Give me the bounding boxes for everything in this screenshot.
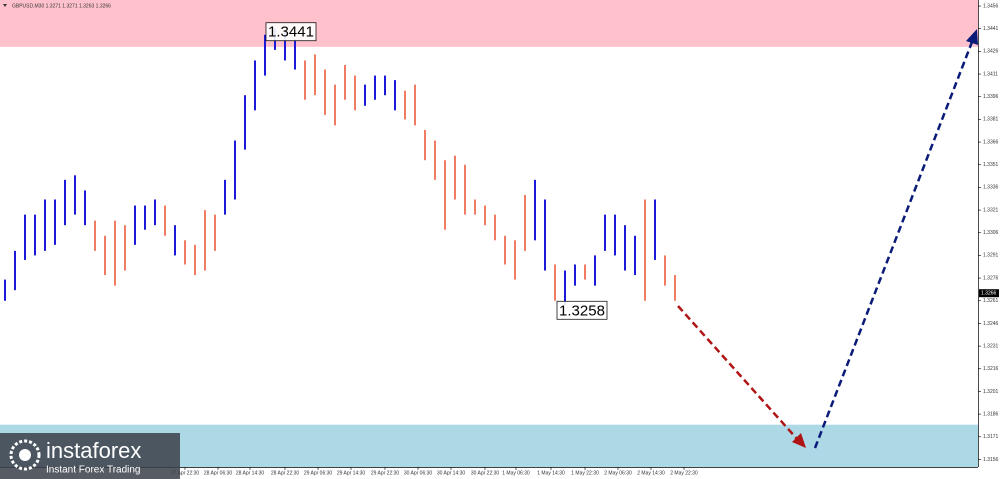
- y-tick-label: 1.3351: [983, 162, 999, 168]
- target-zone: [0, 0, 978, 47]
- y-tick-label: 1.3411: [983, 71, 998, 77]
- y-tick-label: 1.3321: [983, 207, 999, 213]
- title-marker: [3, 4, 7, 7]
- x-tick-label: 30 Apr 14:30: [437, 470, 466, 476]
- x-tick-label: 29 Apr 22:30: [371, 470, 400, 476]
- price-annotation-box: [556, 300, 608, 320]
- logo: instaforex Instant Forex Trading: [0, 433, 180, 479]
- x-tick-label: 30 Apr 06:30: [404, 470, 433, 476]
- last-price-label: 1.3266: [981, 291, 997, 297]
- y-tick-label: 1.3396: [983, 94, 999, 100]
- forecast-down: [677, 305, 799, 441]
- y-tick-label: 1.3426: [983, 49, 999, 55]
- y-tick-label: 1.3216: [983, 366, 999, 372]
- x-tick-label: 30 Apr 22:30: [471, 470, 500, 476]
- price-annotation: 1.3258: [559, 302, 605, 319]
- forecast-up: [813, 41, 974, 449]
- logo-tagline: Instant Forex Trading: [46, 465, 141, 476]
- x-tick-label: 2 May 14:30: [637, 470, 665, 476]
- x-tick-label: 2 May 22:30: [670, 470, 698, 476]
- x-tick-label: 29 Apr 14:30: [337, 470, 366, 476]
- price-annotation-box: [265, 22, 317, 42]
- x-tick-label: 2 May 06:30: [604, 470, 632, 476]
- arrow-head: [792, 433, 806, 448]
- y-tick-label: 1.3306: [983, 230, 999, 236]
- x-tick-label: 28 Apr 06:30: [204, 470, 233, 476]
- y-tick-label: 1.3186: [983, 411, 999, 417]
- arrow-head: [966, 29, 978, 45]
- y-tick-label: 1.3291: [983, 253, 999, 259]
- logo-brand: instaforex: [46, 438, 141, 463]
- y-tick-label: 1.3261: [983, 298, 999, 304]
- price-annotation: 1.3441: [268, 24, 314, 41]
- y-tick-label: 1.3381: [983, 117, 999, 123]
- x-tick-label: 28 Apr 22:30: [271, 470, 300, 476]
- y-tick-label: 1.3231: [983, 343, 999, 349]
- y-tick-label: 1.3441: [983, 26, 999, 32]
- x-tick-label: 1 May 22:30: [571, 470, 599, 476]
- x-tick-label: 27 Apr 22:30: [171, 470, 200, 476]
- y-tick-label: 1.3156: [983, 457, 999, 463]
- y-tick-label: 1.3201: [983, 389, 999, 395]
- y-tick-label: 1.3456: [983, 3, 999, 9]
- chart-title: GBPUSD,M30 1.3271 1.3271 1.3263 1.3266: [12, 3, 111, 9]
- last-price-box: [979, 289, 999, 298]
- x-tick-label: 1 May 06:30: [502, 470, 530, 476]
- x-tick-label: 29 Apr 06:30: [304, 470, 333, 476]
- y-tick-label: 1.3246: [983, 321, 999, 327]
- y-tick-label: 1.3366: [983, 139, 999, 145]
- forecast-arrows: [677, 29, 978, 449]
- logo-icon-core: [19, 449, 31, 461]
- x-tick-label: 1 May 14:30: [537, 470, 565, 476]
- x-tick-label: 28 Apr 14:30: [236, 470, 265, 476]
- y-tick-label: 1.3171: [983, 434, 999, 440]
- y-tick-label: 1.3336: [983, 185, 999, 191]
- logo-icon: [9, 439, 41, 471]
- y-tick-label: 1.3276: [983, 275, 999, 281]
